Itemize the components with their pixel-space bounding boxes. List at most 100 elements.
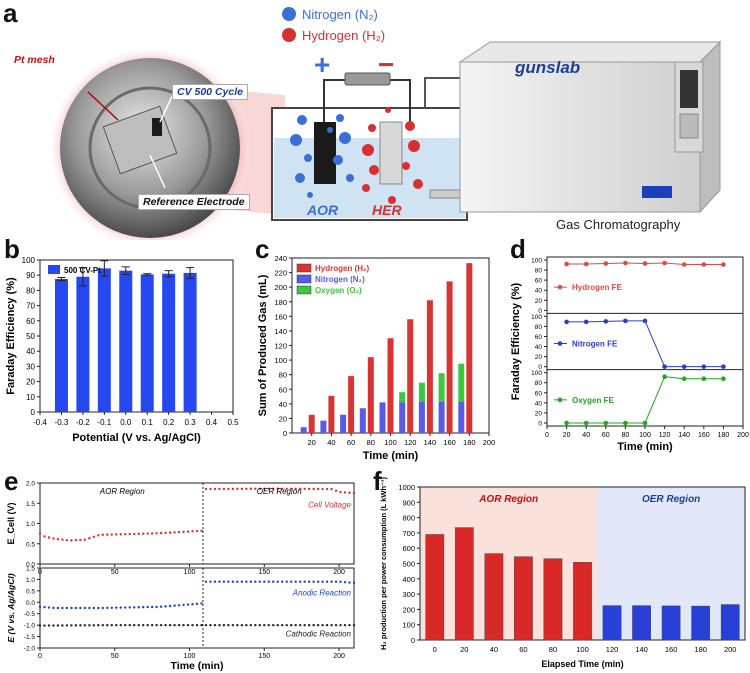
legend-swatch	[296, 263, 312, 273]
fe-marker	[721, 376, 726, 382]
y-tick-label: 180	[274, 298, 287, 307]
potential-point	[267, 580, 270, 583]
potential-point	[267, 623, 270, 627]
x-tick-label: 200	[483, 438, 496, 447]
potential-point	[146, 623, 149, 627]
potential-point	[159, 623, 163, 627]
x-axis-title: Time (min)	[171, 660, 224, 672]
potential-point	[325, 580, 329, 583]
y-axis-title-top: E_Cell (V)	[6, 502, 16, 544]
potential-point	[236, 487, 239, 491]
x-tick-label: 80	[549, 645, 557, 654]
potential-point	[92, 535, 96, 538]
her-electrode-label: HER	[372, 202, 402, 218]
potential-point	[343, 580, 347, 584]
fe-marker	[603, 420, 609, 426]
y-axis-title: H₂ production per power consumption (L k…	[379, 477, 388, 650]
fe-marker	[642, 261, 648, 266]
potential-point	[343, 491, 347, 494]
y-tick-label: 400	[402, 575, 415, 584]
oxygen-bar	[399, 392, 406, 403]
y-tick-label: 1.5	[26, 566, 35, 573]
y-tick-label: 100	[531, 370, 542, 377]
legend-marker	[557, 341, 563, 346]
y-tick-label: 40	[535, 288, 543, 295]
hydrogen-bar	[308, 414, 315, 433]
y-tick-label: 0.5	[26, 541, 35, 548]
potential-point	[285, 487, 288, 491]
nitrogen-legend-label: Nitrogen (N₂)	[302, 7, 378, 22]
aor-region-label: AOR Region	[99, 487, 145, 496]
potential-point	[316, 580, 320, 583]
y-tick-label: 0	[31, 408, 36, 417]
potential-point	[150, 605, 154, 609]
y-axis-title: Faraday Efficiency (%)	[510, 282, 522, 400]
potential-point	[47, 606, 51, 609]
chart-c: 0 20 40 60 80 100 120 140 160 180 200 220 240 20 40 60 8…	[257, 254, 496, 462]
x-tick-label: 0.0	[120, 418, 132, 427]
x-tick-label: 180	[463, 438, 476, 447]
y-tick-label: 20	[535, 354, 543, 361]
potential-point	[65, 624, 69, 627]
potential-point	[348, 581, 351, 584]
fe-marker	[662, 374, 667, 379]
x-tick-label: -0.2	[76, 418, 90, 427]
x-tick-label: 160	[698, 432, 710, 439]
x-tick-label: -0.4	[33, 418, 47, 427]
h2-production-bar	[514, 556, 533, 641]
aor-electrode-label: AOR	[306, 202, 339, 218]
x-tick-label: 0.5	[227, 418, 239, 427]
potential-point	[222, 580, 226, 583]
potential-point	[65, 538, 69, 542]
y-tick-label: 200	[402, 605, 415, 614]
potential-point	[231, 487, 235, 491]
nitrogen-bubble	[295, 173, 305, 183]
potential-point	[52, 624, 55, 627]
potential-point	[88, 606, 91, 610]
nitrogen-bubble	[290, 134, 302, 146]
potential-point	[115, 623, 118, 627]
potential-point	[281, 580, 284, 583]
y-tick-label: 160	[274, 312, 287, 321]
x-tick-label: 140	[678, 432, 690, 439]
potential-point	[155, 623, 158, 627]
y-tick-label: 20	[535, 410, 543, 417]
potential-point	[348, 491, 351, 494]
hydrogen-bubble	[369, 165, 379, 175]
potential-point	[330, 580, 333, 583]
y-tick-label: 2.0	[26, 481, 35, 488]
y-tick-label: 0	[538, 308, 542, 315]
cell-voltage-label: Cell Voltage	[308, 500, 351, 509]
potential-point	[70, 624, 73, 627]
potential-point	[43, 535, 46, 538]
y-tick-label: -2.0	[24, 646, 36, 653]
potential-point	[124, 623, 127, 627]
potential-point	[191, 530, 194, 533]
potential-point	[339, 623, 342, 627]
potential-point	[312, 580, 315, 583]
potential-point	[61, 606, 64, 610]
fe-marker	[681, 364, 687, 369]
x-tick-label: 160	[665, 645, 678, 654]
potential-point	[249, 580, 253, 583]
potential-point	[254, 623, 257, 627]
potential-point	[240, 623, 244, 627]
potential-point	[70, 606, 73, 610]
potential-point	[316, 623, 320, 627]
y-axis-title: Sum of Produced Gas (mL)	[257, 274, 269, 416]
potential-point	[200, 602, 203, 605]
y-tick-label: 0	[538, 364, 542, 371]
potential-point	[254, 580, 257, 583]
nitrogen-bar	[340, 414, 347, 433]
potential-point	[177, 604, 181, 607]
hydrogen-bar	[367, 357, 374, 433]
potential-point	[141, 532, 145, 535]
fe-marker	[642, 420, 648, 426]
legend-label: Nitrogen FE	[572, 340, 618, 349]
y-tick-label: 80	[535, 268, 543, 275]
x-tick-label: 200	[333, 569, 345, 576]
y-tick-label: 60	[26, 317, 35, 326]
potential-point	[182, 530, 185, 534]
legend-label: 500 CV-Pt	[64, 266, 101, 275]
